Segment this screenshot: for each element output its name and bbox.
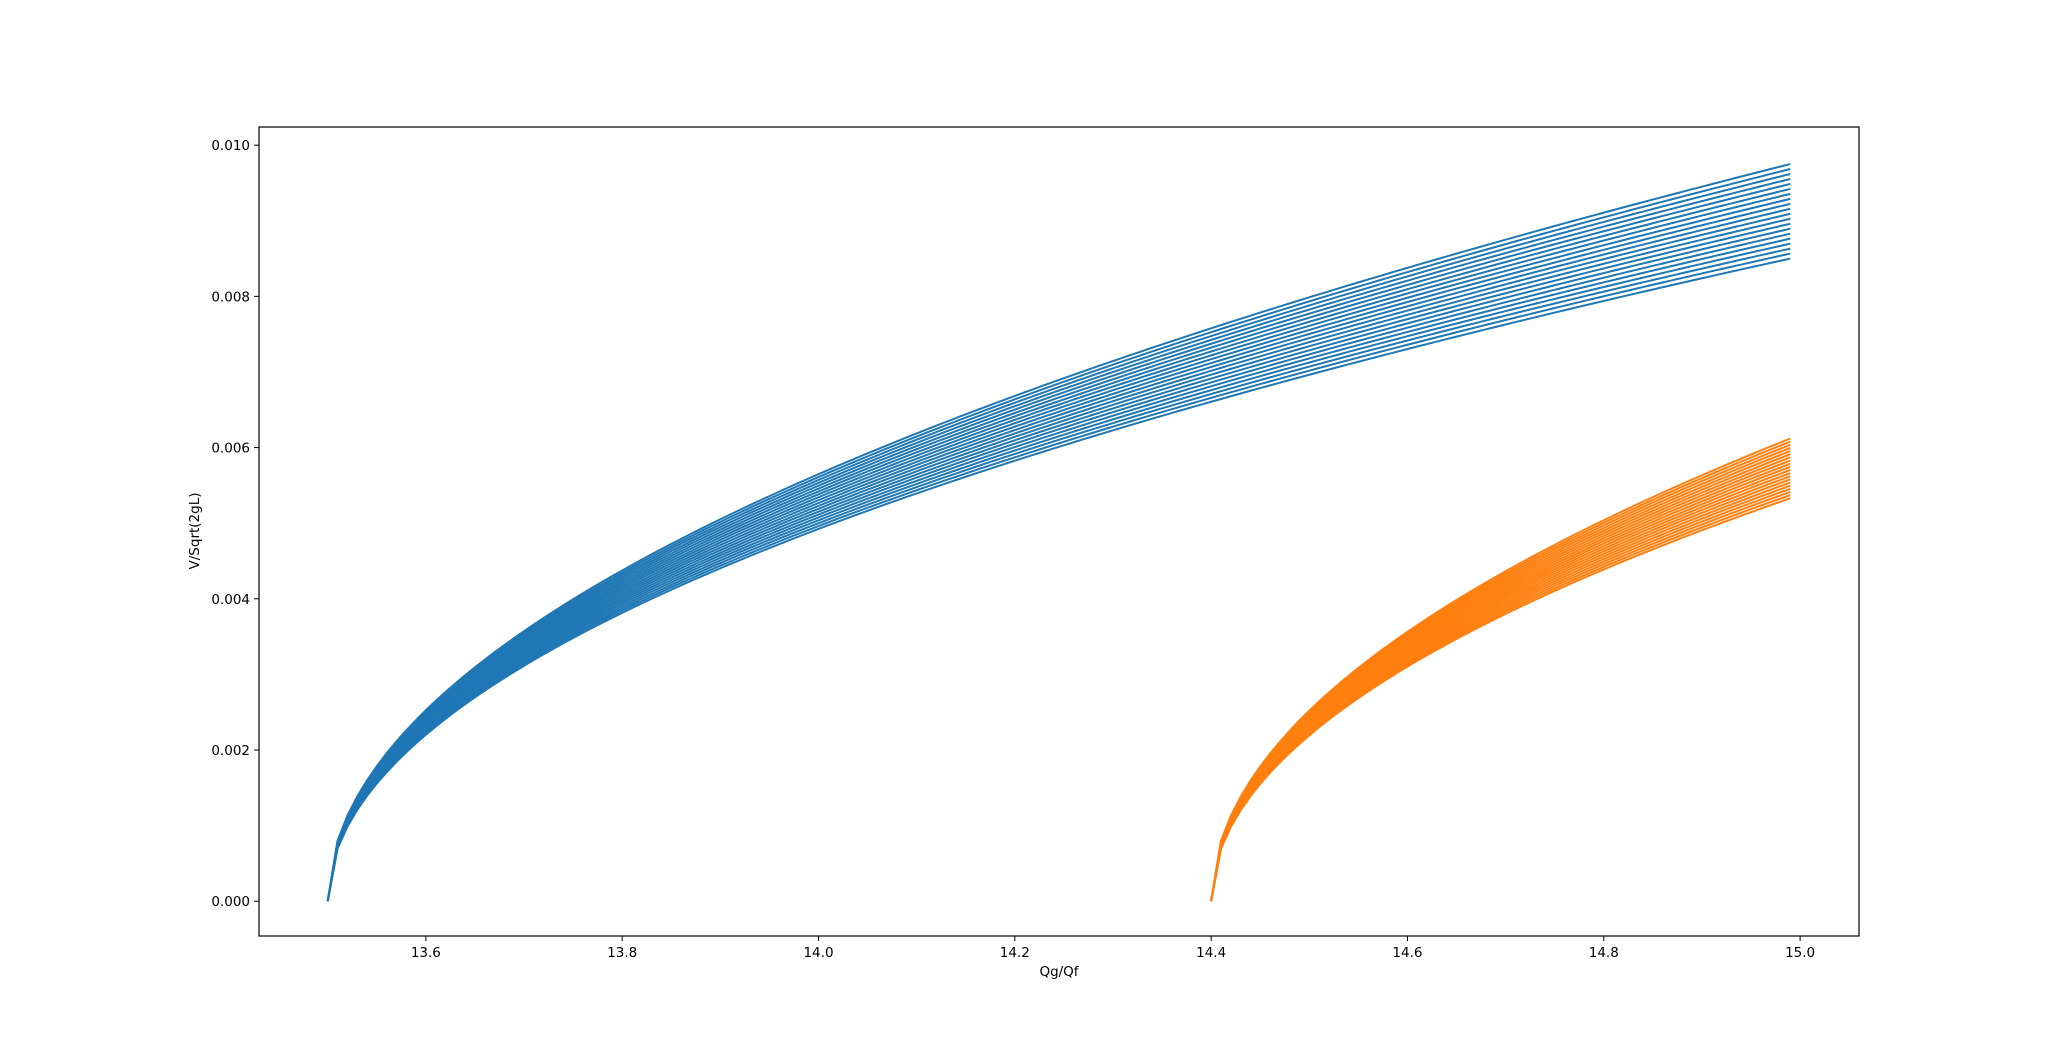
- series-line-family-1: [326, 197, 1791, 902]
- series-line-family-1: [326, 163, 1791, 902]
- x-tick-label: 14.0: [803, 945, 833, 961]
- series-line-family-1: [326, 252, 1791, 902]
- x-tick-label: 14.8: [1589, 945, 1619, 961]
- y-axis-label: V/Sqrt(2gL): [187, 493, 203, 570]
- y-tick-label: 0.004: [211, 592, 250, 608]
- series-line-family-1: [326, 187, 1791, 902]
- axes-frame: [258, 126, 1860, 937]
- series-line-family-1: [326, 227, 1791, 902]
- series-line-family-1: [326, 173, 1791, 902]
- y-tick-label: 0.002: [211, 743, 250, 759]
- plot-curves: [326, 163, 1791, 902]
- series-line-family-1: [326, 232, 1791, 902]
- series-line-family-1: [326, 177, 1791, 902]
- y-axis-ticks: 0.000 0.002 0.004 0.006 0.008 0.010: [211, 138, 259, 910]
- x-tick-label: 14.2: [1000, 945, 1030, 961]
- x-tick-label: 15.0: [1785, 945, 1815, 961]
- y-tick-label: 0.010: [211, 138, 250, 154]
- series-line-family-1: [326, 212, 1791, 902]
- y-tick-label: 0.006: [211, 441, 250, 457]
- x-tick-label: 13.6: [411, 945, 441, 961]
- series-line-family-1: [326, 242, 1791, 902]
- series-line-family-1: [326, 222, 1791, 902]
- series-line-family-1: [326, 168, 1791, 902]
- series-line-family-2: [1210, 437, 1791, 902]
- series-line-family-1: [326, 247, 1791, 902]
- series-line-family-1: [326, 257, 1791, 902]
- x-tick-label: 14.6: [1392, 945, 1422, 961]
- x-tick-label: 13.8: [607, 945, 637, 961]
- series-line-family-1: [326, 182, 1791, 902]
- series-line-family-1: [326, 202, 1791, 902]
- y-tick-label: 0.008: [211, 289, 250, 305]
- x-axis-label: Qg/Qf: [1039, 964, 1079, 980]
- series-line-family-1: [326, 192, 1791, 902]
- x-axis-ticks: 13.6 13.8 14.0 14.2 14.4 14.6 14.8 15.0: [411, 936, 1815, 961]
- series-line-family-1: [326, 217, 1791, 902]
- x-tick-label: 14.4: [1196, 945, 1226, 961]
- y-tick-label: 0.000: [211, 894, 250, 910]
- series-line-family-1: [326, 207, 1791, 902]
- series-line-family-1: [326, 237, 1791, 902]
